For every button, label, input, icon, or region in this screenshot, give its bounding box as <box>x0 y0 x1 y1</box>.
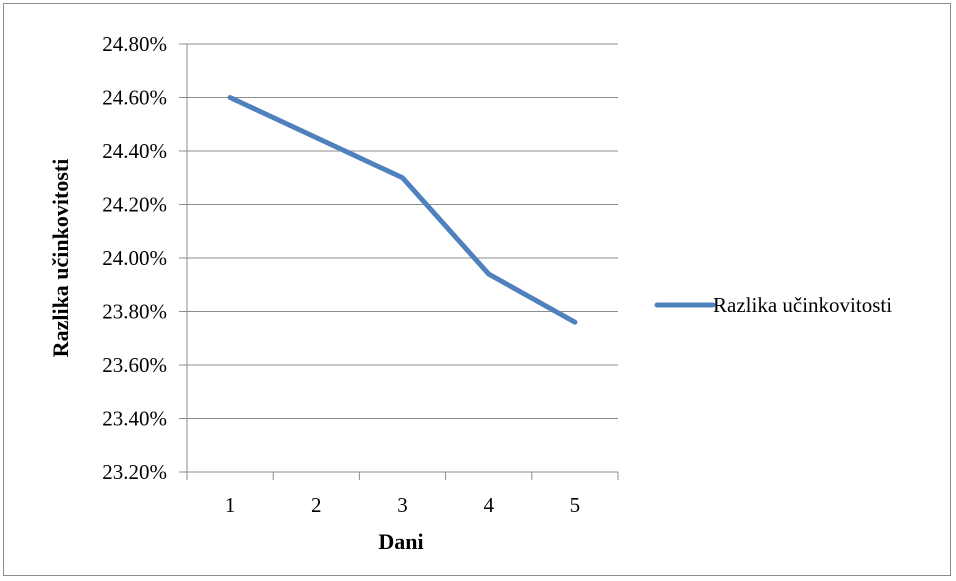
y-tick-label: 24.20% <box>102 193 167 217</box>
x-axis: 1 2 3 4 5 <box>186 472 619 517</box>
y-tick-label: 24.60% <box>102 86 167 110</box>
x-tick-label: 5 <box>570 493 581 517</box>
y-tick-label: 23.20% <box>102 460 167 484</box>
y-tick-label: 24.80% <box>102 32 167 56</box>
x-tick-label: 3 <box>397 493 408 517</box>
series-line <box>227 95 578 325</box>
x-tick-label: 2 <box>311 493 322 517</box>
y-tick-label: 23.60% <box>102 353 167 377</box>
x-tick-label: 1 <box>225 493 236 517</box>
y-axis-title: Razlika učinkovitosti <box>48 159 73 358</box>
legend-label: Razlika učinkovitosti <box>713 293 892 317</box>
series-lines <box>227 95 578 325</box>
y-tick-label: 24.00% <box>102 246 167 270</box>
gridlines <box>179 43 618 473</box>
y-tick-label: 24.40% <box>102 139 167 163</box>
x-axis-title: Dani <box>378 529 423 554</box>
x-tick-label: 4 <box>483 493 494 517</box>
legend: Razlika učinkovitosti <box>654 293 892 317</box>
chart-frame <box>3 3 951 576</box>
y-tick-label: 23.80% <box>102 300 167 324</box>
y-tick-label: 23.40% <box>102 407 167 431</box>
y-axis-tick-labels: 23.20% 23.40% 23.60% 23.80% 24.00% 24.20% 24.4… <box>102 32 167 484</box>
